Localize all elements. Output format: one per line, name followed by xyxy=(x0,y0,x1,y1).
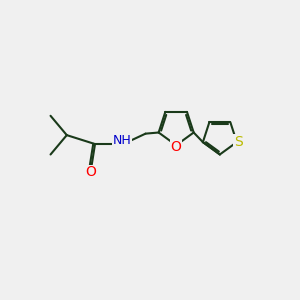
Text: O: O xyxy=(171,140,182,154)
Text: NH: NH xyxy=(112,134,131,147)
Text: S: S xyxy=(234,135,243,149)
Text: O: O xyxy=(85,165,96,179)
